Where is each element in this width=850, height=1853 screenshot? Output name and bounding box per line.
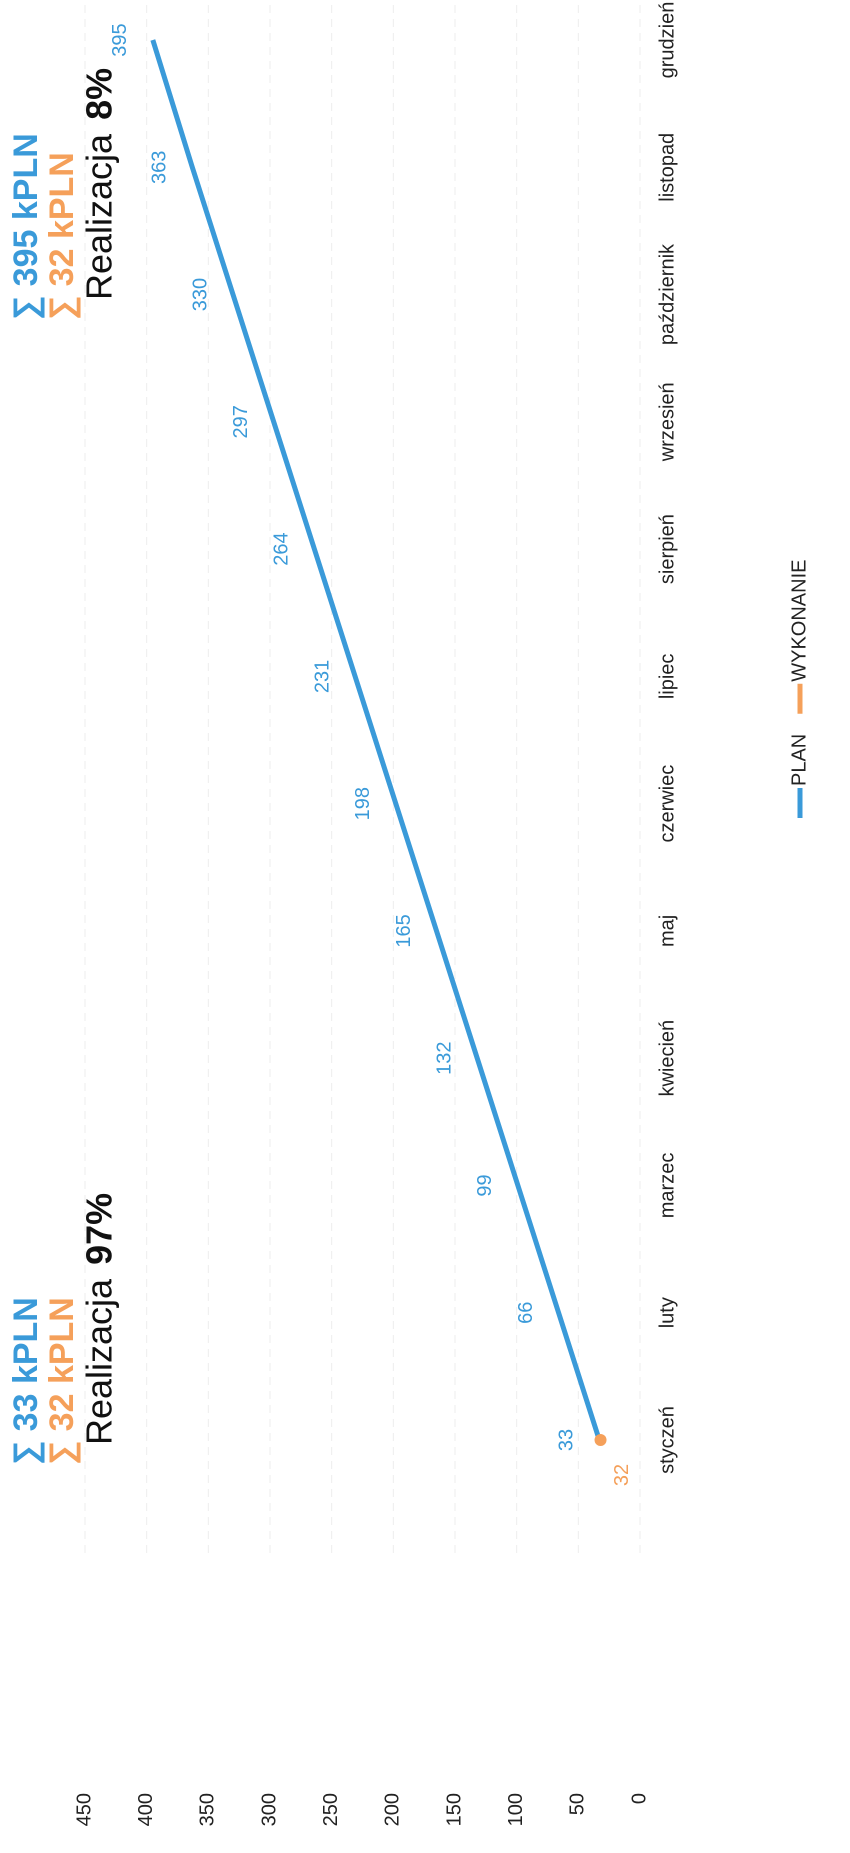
- y-tick-label: 0: [628, 1793, 650, 1804]
- x-tick-label: październik: [656, 243, 678, 345]
- x-tick-label: luty: [656, 1297, 678, 1328]
- realization-label: Realizacja: [79, 1278, 120, 1445]
- sum-plan: ∑ 33 kPLN: [7, 1297, 45, 1465]
- series-line: [150, 39, 602, 1441]
- data-label: 132: [433, 1041, 455, 1074]
- x-tick-label: sierpień: [656, 514, 678, 584]
- data-label: 99: [474, 1174, 496, 1196]
- sum-done: ∑ 32 kPLN: [43, 1297, 81, 1465]
- data-label: 231: [311, 660, 333, 693]
- data-label: 32: [611, 1464, 633, 1486]
- rotated-chart: 0 50 100 150 200 250 300 350 400 450 styczeń luty ma…: [7, 0, 810, 1826]
- y-tick-label: 300: [258, 1793, 280, 1826]
- x-tick-label: listopad: [656, 133, 678, 202]
- y-tick-label: 450: [73, 1793, 95, 1826]
- x-tick-label: kwiecień: [656, 1020, 678, 1097]
- x-tick-label: styczeń: [656, 1406, 678, 1474]
- x-tick-label: lipiec: [656, 654, 678, 700]
- data-label: 395: [109, 23, 131, 56]
- data-label: 264: [271, 532, 293, 565]
- y-tick-label: 150: [443, 1793, 465, 1826]
- x-tick-label: wrzesień: [656, 382, 678, 462]
- realization-pct: 97%: [79, 1193, 120, 1265]
- data-label: 33: [556, 1429, 578, 1451]
- y-tick-label: 200: [382, 1793, 404, 1826]
- data-label: 363: [149, 151, 171, 184]
- series-point: [594, 1434, 607, 1446]
- y-tick-label: 50: [567, 1793, 589, 1815]
- y-tick-label: 100: [505, 1793, 527, 1826]
- x-tick-label: maj: [656, 915, 678, 947]
- y-tick-label: 400: [135, 1793, 157, 1826]
- x-tick-label: marzec: [656, 1153, 678, 1219]
- data-label: 66: [515, 1302, 537, 1324]
- data-label: 297: [230, 405, 252, 438]
- realization-pct: 8%: [79, 68, 120, 120]
- data-label: 330: [189, 278, 211, 311]
- data-label: 198: [352, 787, 374, 820]
- legend-label: PLAN: [788, 734, 810, 786]
- y-tick-label: 250: [320, 1793, 342, 1826]
- x-tick-label: czerwiec: [656, 765, 678, 843]
- sum-done: ∑ 32 kPLN: [43, 152, 81, 320]
- realization-label: Realizacja: [79, 133, 120, 300]
- sum-plan: ∑ 395 kPLN: [7, 133, 45, 320]
- x-tick-label: grudzień: [656, 2, 678, 79]
- data-label: 165: [393, 914, 415, 947]
- legend-label: WYKONANIE: [788, 560, 810, 682]
- y-tick-label: 350: [197, 1793, 219, 1826]
